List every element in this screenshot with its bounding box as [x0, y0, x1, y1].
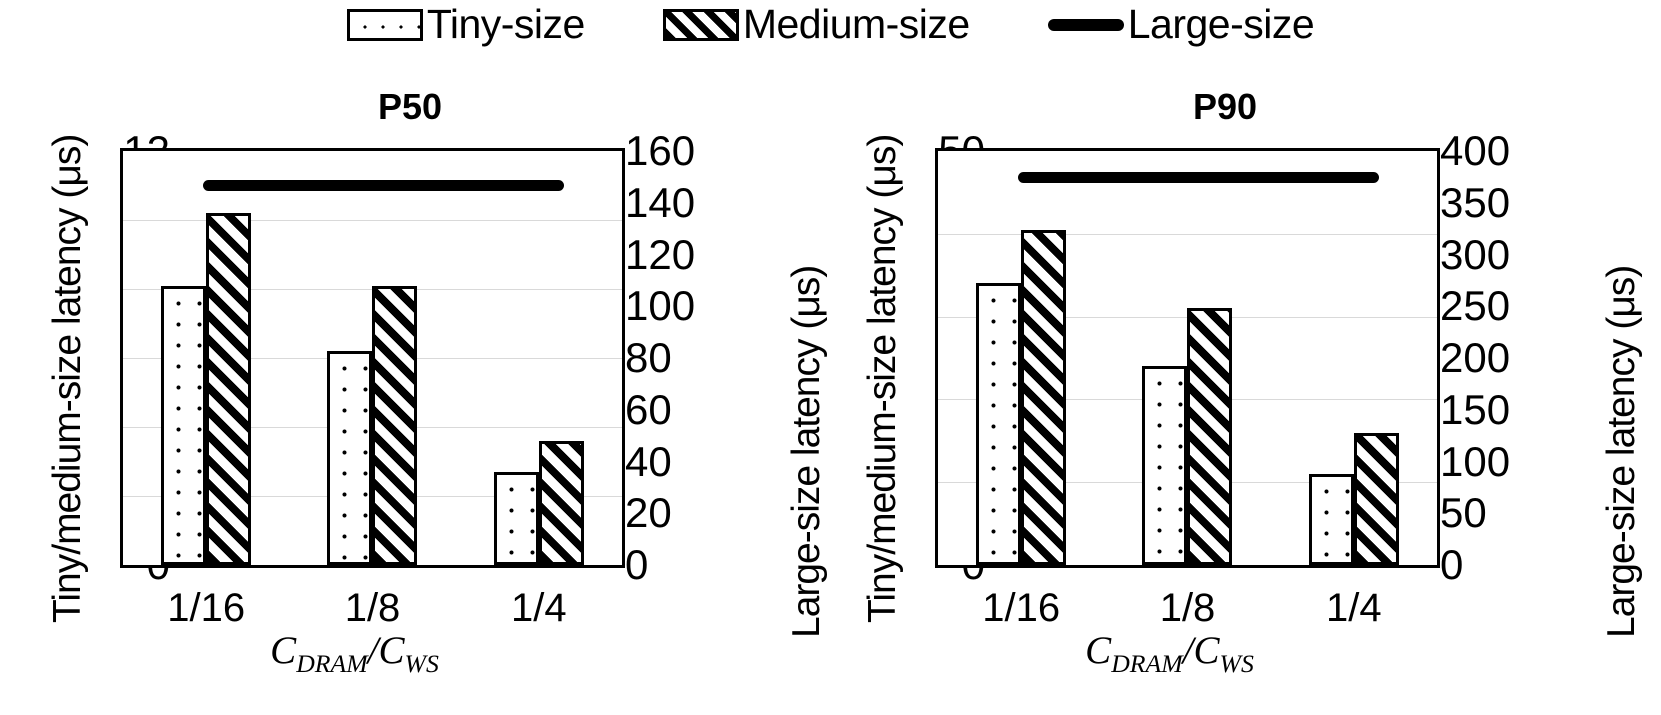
- bar-tiny-size: [161, 285, 207, 565]
- bar-medium-size: [206, 213, 252, 565]
- legend-label-medium-size: Medium-size: [742, 1, 970, 47]
- right-tick-label: 350: [1440, 178, 1511, 226]
- right-tick-label: 400: [1440, 127, 1511, 174]
- bar-group: [1308, 151, 1399, 565]
- x-axis-symbol: /C: [1182, 629, 1220, 672]
- right-tick-label: 0: [625, 541, 649, 588]
- x-tick-label: 1/8: [344, 586, 401, 630]
- chart-panel-p50: P50 Tiny/medium-size latency (μs) Large-…: [10, 78, 828, 708]
- x-axis-symbol: /C: [367, 629, 405, 672]
- left-axis-title-p90: Tiny/medium-size latency (μs): [861, 134, 904, 623]
- right-tick-label: 40: [625, 437, 672, 485]
- bar-medium-size: [1021, 229, 1067, 565]
- right-tick-label: 200: [1440, 334, 1511, 381]
- legend-item-tiny-size: Tiny-size: [346, 1, 586, 47]
- bar-group: [327, 151, 418, 565]
- legend-item-medium-size: Medium-size: [662, 1, 970, 47]
- x-axis-subscript: DRAM: [296, 648, 368, 678]
- x-axis-subscript: WS: [404, 648, 439, 678]
- bar-medium-size: [1353, 432, 1399, 565]
- line-series-large-size: [123, 151, 622, 565]
- line-segment-large-size: [203, 179, 564, 191]
- page-title-p90: P90: [1192, 86, 1258, 127]
- right-tick-label: 100: [1440, 437, 1511, 485]
- bar-series-container: [938, 151, 1437, 565]
- bar-medium-size: [372, 285, 418, 565]
- plot-area-p50: [120, 148, 625, 568]
- x-axis-symbol: C: [270, 629, 297, 672]
- gridline: [938, 233, 1437, 235]
- right-tick-label: 0: [1440, 541, 1464, 588]
- bar-tiny-size: [1308, 473, 1354, 565]
- chart-legend: Tiny-size Medium-size Large-size: [0, 4, 1661, 45]
- left-axis-title-p50: Tiny/medium-size latency (μs): [46, 134, 89, 623]
- bar-group: [161, 151, 252, 565]
- bar-tiny-size: [327, 351, 373, 565]
- dotted-bar-swatch-icon: [346, 8, 423, 41]
- bar-medium-size: [538, 440, 584, 565]
- x-axis-symbol: C: [1085, 629, 1112, 672]
- bar-tiny-size: [493, 471, 539, 565]
- plot-area-p90: [935, 148, 1440, 568]
- right-tick-label: 140: [625, 178, 696, 226]
- page-title-p50: P50: [377, 86, 443, 127]
- bar-group: [493, 151, 584, 565]
- legend-item-large-size: Large-size: [1047, 1, 1315, 47]
- right-tick-label: 50: [1440, 489, 1487, 537]
- legend-label-large-size: Large-size: [1127, 1, 1315, 47]
- right-axis-title-p50: Large-size latency (μs): [785, 265, 828, 638]
- line-segment-large-size: [1018, 171, 1379, 183]
- right-axis-title-p90: Large-size latency (μs): [1600, 265, 1643, 638]
- bar-medium-size: [1187, 308, 1233, 565]
- right-tick-label: 80: [625, 334, 672, 381]
- right-tick-label: 100: [625, 282, 696, 330]
- bar-tiny-size: [1142, 366, 1188, 565]
- right-tick-label: 60: [625, 385, 672, 433]
- chart-panel-p90: P90 Tiny/medium-size latency (μs) Large-…: [825, 78, 1643, 708]
- x-tick-label: 1/8: [1159, 586, 1216, 630]
- bar-group: [976, 151, 1067, 565]
- x-tick-label: 1/16: [982, 586, 1061, 630]
- right-tick-label: 120: [625, 230, 696, 278]
- x-tick-label: 1/4: [1326, 586, 1382, 630]
- right-tick-label: 300: [1440, 230, 1511, 278]
- x-tick-label: 1/16: [167, 586, 246, 630]
- hatched-bar-swatch-icon: [662, 8, 739, 41]
- solid-line-swatch-icon: [1047, 18, 1124, 31]
- gridline: [123, 220, 622, 221]
- line-series-large-size: [938, 151, 1437, 565]
- bar-tiny-size: [976, 283, 1022, 565]
- x-tick-label: 1/4: [511, 586, 567, 630]
- x-axis-title-p90: CDRAM/CWS: [1085, 628, 1254, 679]
- right-tick-label: 150: [1440, 385, 1511, 433]
- x-axis-subscript: WS: [1219, 648, 1254, 678]
- legend-label-tiny-size: Tiny-size: [426, 1, 586, 47]
- right-tick-label: 250: [1440, 282, 1511, 330]
- x-axis-subscript: DRAM: [1111, 648, 1183, 678]
- right-tick-label: 160: [625, 127, 696, 174]
- right-tick-label: 20: [625, 489, 672, 537]
- bar-series-container: [123, 151, 622, 565]
- x-axis-title-p50: CDRAM/CWS: [270, 628, 439, 679]
- bar-group: [1142, 151, 1233, 565]
